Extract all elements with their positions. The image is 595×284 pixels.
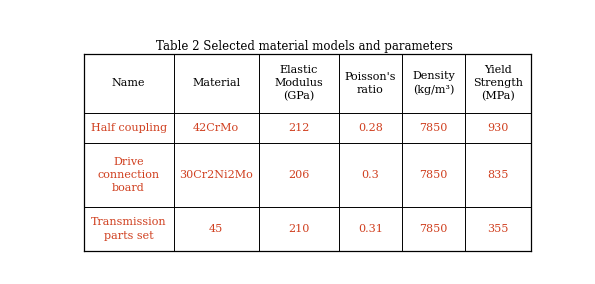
Text: 42CrMo: 42CrMo (193, 123, 239, 133)
Text: Transmission
parts set: Transmission parts set (91, 217, 167, 241)
Text: 212: 212 (288, 123, 309, 133)
Text: 45: 45 (209, 224, 223, 234)
Text: Poisson's
ratio: Poisson's ratio (345, 72, 396, 95)
Text: 7850: 7850 (419, 170, 448, 180)
Text: Drive
connection
board: Drive connection board (98, 157, 159, 193)
Text: 930: 930 (487, 123, 509, 133)
Text: 7850: 7850 (419, 224, 448, 234)
Text: 210: 210 (288, 224, 309, 234)
Text: Name: Name (112, 78, 145, 88)
Text: Table 2 Selected material models and parameters: Table 2 Selected material models and par… (156, 39, 453, 53)
Text: 0.28: 0.28 (358, 123, 383, 133)
Text: Yield
Strength
(MPa): Yield Strength (MPa) (473, 65, 523, 102)
Text: Elastic
Modulus
(GPa): Elastic Modulus (GPa) (274, 65, 323, 102)
Text: 30Cr2Ni2Mo: 30Cr2Ni2Mo (179, 170, 253, 180)
Text: 206: 206 (288, 170, 309, 180)
Text: 355: 355 (487, 224, 509, 234)
Text: Half coupling: Half coupling (90, 123, 167, 133)
Text: 0.31: 0.31 (358, 224, 383, 234)
Text: Material: Material (192, 78, 240, 88)
Text: Density
(kg/m³): Density (kg/m³) (412, 71, 455, 95)
Text: 835: 835 (487, 170, 509, 180)
Text: 0.3: 0.3 (362, 170, 380, 180)
Text: 7850: 7850 (419, 123, 448, 133)
